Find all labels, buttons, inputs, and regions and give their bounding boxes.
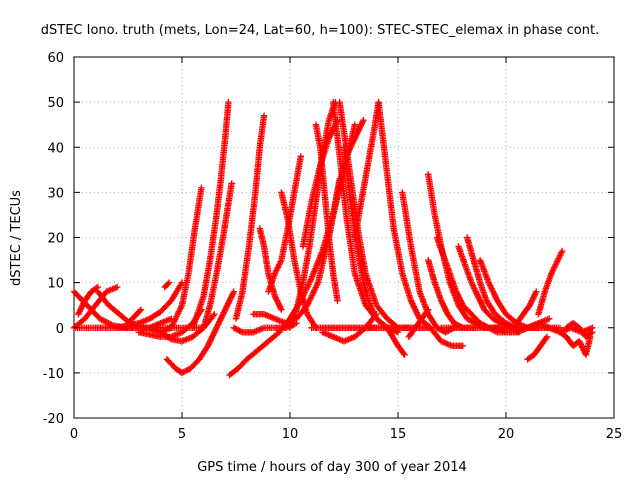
y-tick-label: -10	[43, 367, 64, 382]
x-tick-label: 5	[178, 427, 186, 442]
data-point-marker	[401, 351, 408, 358]
y-tick-label: 50	[47, 96, 64, 111]
data-point-marker	[210, 312, 217, 319]
y-axis-label: dSTEC / TECUs	[9, 190, 24, 286]
data-point-marker	[533, 288, 540, 295]
data-point-marker	[137, 306, 145, 313]
y-tick-label: 40	[47, 141, 64, 156]
x-tick-label: 10	[282, 427, 299, 442]
data-point-marker	[136, 307, 144, 314]
data-point-marker	[425, 306, 432, 313]
data-point-marker	[211, 311, 218, 318]
y-tick-label: 10	[47, 277, 64, 292]
data-point-marker	[166, 335, 174, 342]
data-point-marker	[546, 315, 553, 322]
data-point-marker	[334, 297, 341, 304]
x-tick-label: 25	[606, 427, 623, 442]
data-point-marker	[587, 330, 595, 337]
y-tick-label: 30	[47, 186, 64, 201]
data-point-marker	[351, 121, 358, 128]
y-tick-label: 0	[56, 322, 64, 337]
data-point-marker	[427, 324, 434, 331]
y-tick-label: -20	[43, 412, 64, 427]
data-point-marker	[589, 329, 596, 336]
data-point-marker	[542, 334, 550, 342]
data-point-marker	[93, 284, 100, 292]
x-tick-label: 15	[390, 427, 407, 442]
x-tick-label: 0	[70, 427, 78, 442]
data-point-marker	[459, 342, 466, 349]
data-point-marker	[260, 112, 268, 119]
data-point-marker	[372, 312, 379, 319]
x-tick-label: 20	[498, 427, 515, 442]
data-point-marker	[400, 350, 407, 357]
data-point-marker	[297, 153, 304, 160]
data-point-marker	[230, 288, 237, 295]
data-point-marker	[373, 311, 380, 318]
y-tick-label: 60	[47, 51, 64, 66]
chart-title: dSTEC Iono. truth (mets, Lon=24, Lat=60,…	[41, 23, 599, 38]
x-axis-label: GPS time / hours of day 300 of year 2014	[197, 460, 467, 475]
data-point-marker	[278, 306, 285, 313]
data-points	[70, 98, 596, 379]
data-point-marker	[164, 280, 172, 287]
data-point-marker	[225, 98, 232, 106]
data-point-marker	[165, 279, 173, 286]
data-point-marker	[114, 283, 121, 291]
data-point-marker	[360, 117, 367, 124]
y-ticks: -20 -10 0 10 20 30 40 50 60	[43, 51, 614, 427]
x-ticks: 0 5 10 15 20 25	[70, 57, 622, 442]
data-point-marker	[424, 307, 431, 315]
data-point-marker	[228, 180, 235, 187]
y-tick-label: 20	[47, 232, 64, 247]
data-point-marker	[198, 184, 205, 192]
data-point-marker	[559, 247, 566, 255]
data-point-marker	[543, 333, 551, 340]
